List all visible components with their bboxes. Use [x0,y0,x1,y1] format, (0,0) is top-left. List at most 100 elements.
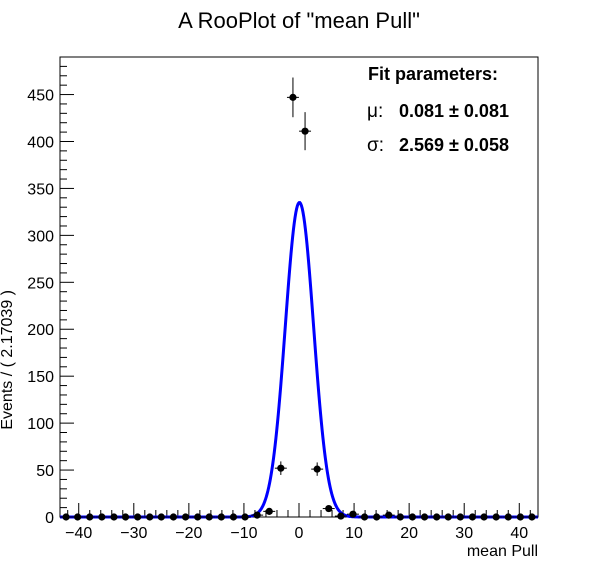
data-marker [480,513,488,521]
data-point [239,513,252,521]
data-marker [492,513,500,521]
data-point [107,513,120,521]
x-tick-label: 30 [455,525,473,542]
data-point [442,513,455,521]
data-marker [373,513,381,521]
data-marker [313,465,321,473]
y-tick-label: 50 [36,463,54,480]
data-point [394,513,407,521]
data-marker [62,513,70,521]
data-marker [325,504,333,513]
data-point [251,511,264,519]
y-tick-label: 150 [27,369,54,386]
x-tick-label: −10 [230,525,257,542]
x-axis-label: mean Pull [467,543,538,560]
data-point [131,513,144,521]
data-point [454,513,467,521]
fit-mu-value: 0.081 ± 0.081 [399,101,509,121]
data-marker [157,513,165,521]
fit-parameters-box: Fit parameters: μ: 0.081 ± 0.081 σ: 2.56… [367,64,509,156]
axes: −40 −30 −20 −10 0 10 20 30 400501001502002503003… [27,56,539,542]
data-points [60,77,538,521]
data-point [406,513,419,521]
data-marker [301,127,309,135]
fit-sigma-value: 2.569 ± 0.058 [399,135,509,155]
data-marker [110,513,118,521]
data-marker [516,513,524,521]
data-point [478,513,491,521]
data-marker [253,511,261,519]
y-tick-label: 450 [27,88,54,105]
data-marker [121,513,130,521]
data-marker [528,513,536,521]
data-point [334,512,347,520]
data-point [119,513,132,521]
data-marker [86,513,94,521]
data-point [227,513,240,521]
x-tick-label: −40 [65,525,92,542]
y-tick-label: 200 [27,322,54,339]
data-marker [169,513,178,521]
data-point [525,513,538,521]
data-marker [98,513,106,521]
data-marker [360,513,369,521]
data-point [418,513,431,521]
data-marker [468,513,477,521]
data-point [286,77,299,118]
data-point [370,513,383,521]
data-point [346,510,359,518]
fit-mu-symbol: μ: [367,101,383,122]
data-point [514,513,527,521]
data-point [191,513,204,521]
data-point [263,507,276,515]
fit-sigma-symbol: σ: [367,135,384,156]
data-marker [337,512,345,520]
y-tick-label: 100 [27,416,54,433]
data-point [490,513,503,521]
data-marker [408,513,417,521]
data-point [167,513,180,521]
data-point [83,513,96,521]
data-point [311,462,324,476]
data-marker [134,513,142,521]
data-marker [349,510,357,518]
data-point [358,513,371,521]
data-point [155,513,168,521]
fit-parameters-title: Fit parameters: [368,64,498,84]
x-tick-label: 20 [400,525,418,542]
data-marker [146,513,154,521]
data-marker [504,513,512,521]
data-point [382,511,395,519]
data-point [299,112,312,151]
y-tick-label: 300 [27,228,54,245]
data-marker [265,507,273,515]
data-point [274,461,287,475]
data-marker [241,513,249,521]
x-tick-label: −30 [120,525,147,542]
fit-curve [60,201,538,519]
y-tick-label: 250 [27,275,54,292]
data-point [322,504,335,513]
data-point [95,513,108,521]
x-tick-label: −20 [175,525,202,542]
data-marker [229,513,238,521]
fit-line [60,201,538,519]
y-axis-label: Events / ( 2.17039 ) [0,290,16,430]
data-marker [194,513,202,521]
data-marker [420,513,429,521]
data-marker [385,511,393,519]
data-point [60,513,73,521]
data-point [71,513,84,521]
x-tick-label: 40 [510,525,528,542]
data-marker [444,513,452,521]
data-marker [433,513,441,521]
data-marker [74,513,82,521]
x-tick-label: 0 [295,525,304,542]
data-point [466,513,479,521]
y-tick-label: 400 [27,134,54,151]
data-point [430,513,443,521]
data-point [203,513,216,521]
data-marker [217,513,225,521]
data-marker [396,513,404,521]
